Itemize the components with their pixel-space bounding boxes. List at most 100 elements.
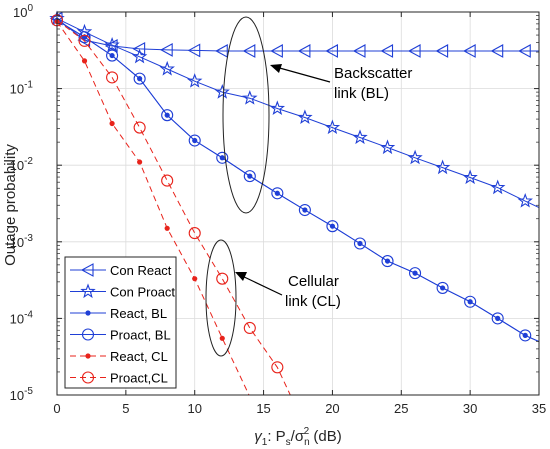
cellular-ellipse xyxy=(205,239,237,357)
legend-label: Con React xyxy=(110,263,172,278)
cellular-annotation-line2: link (CL) xyxy=(285,293,341,310)
data-point xyxy=(160,42,173,57)
data-point xyxy=(161,174,174,187)
data-point xyxy=(243,170,256,183)
data-point xyxy=(519,329,532,342)
data-point xyxy=(215,44,228,58)
x-tick-label: 10 xyxy=(187,401,201,416)
data-point xyxy=(78,34,91,47)
series-con-proact xyxy=(49,10,539,208)
data-point xyxy=(216,151,229,164)
data-point xyxy=(219,335,225,341)
data-point xyxy=(324,119,341,135)
y-tick-label: 10-3 xyxy=(10,233,34,250)
x-tick-label: 35 xyxy=(532,401,546,416)
legend-item: Con React xyxy=(70,263,172,278)
data-point xyxy=(407,149,423,165)
data-point xyxy=(242,90,258,105)
data-point xyxy=(380,44,394,58)
x-tick-label: 0 xyxy=(53,401,60,416)
series-con-react xyxy=(49,11,539,58)
legend-marker xyxy=(81,371,95,384)
series-line xyxy=(57,18,539,208)
data-point xyxy=(78,31,91,44)
backscatter-arrow-line xyxy=(275,66,331,83)
data-point xyxy=(81,58,88,64)
x-tick-label: 15 xyxy=(256,401,270,416)
legend-box xyxy=(64,256,177,389)
legend-label: Proact,CL xyxy=(110,371,168,386)
data-point xyxy=(109,120,115,127)
data-point xyxy=(270,44,283,58)
legend-item: Proact,CL xyxy=(70,371,168,386)
x-tick-label: 20 xyxy=(325,401,339,416)
data-point xyxy=(164,225,170,231)
legend: Con React Con Proact React, BL Proact, BL Re… xyxy=(64,256,177,389)
data-point xyxy=(214,83,230,99)
data-point xyxy=(159,60,175,76)
data-point xyxy=(434,159,451,175)
cellular-arrow-head xyxy=(235,272,247,281)
legend-marker xyxy=(85,310,91,316)
legend-marker xyxy=(80,263,94,277)
series-line xyxy=(57,19,539,342)
x-axis-label: γ1: Ps/σn2 (dB) xyxy=(254,426,341,448)
backscatter-ellipse xyxy=(222,16,270,214)
y-tick-label: 10-4 xyxy=(10,309,34,326)
data-point xyxy=(188,227,201,240)
legend-label: Proact, BL xyxy=(110,328,171,343)
legend-marker xyxy=(81,328,95,341)
legend-label: React, CL xyxy=(110,349,168,364)
legend-label: Con Proact xyxy=(110,285,175,300)
data-point xyxy=(462,169,478,185)
data-point xyxy=(188,134,201,147)
data-point xyxy=(517,193,533,208)
data-point xyxy=(131,48,148,64)
data-point xyxy=(161,109,174,122)
cellular-annotation-line1: Cellular xyxy=(288,273,339,290)
data-point xyxy=(379,139,396,155)
tick-marks xyxy=(56,11,540,396)
data-point xyxy=(192,276,198,282)
cellular-arrow-line xyxy=(239,274,283,296)
backscatter-annotation-line2: link (BL) xyxy=(334,85,389,102)
data-point xyxy=(489,179,506,195)
data-point xyxy=(490,44,504,58)
data-point xyxy=(187,43,201,58)
backscatter-arrow-head xyxy=(270,64,282,73)
data-point xyxy=(271,187,284,200)
y-tick-label: 10-2 xyxy=(10,156,34,173)
data-point xyxy=(435,44,449,58)
legend-item: Proact, BL xyxy=(70,328,171,343)
data-point xyxy=(352,129,368,145)
data-point xyxy=(243,321,256,335)
data-point xyxy=(297,109,313,124)
legend-item: React, CL xyxy=(70,349,168,364)
series-layer xyxy=(49,10,539,395)
x-tick-label: 5 xyxy=(122,401,129,416)
legend-items: Con React Con Proact React, BL Proact, BL Re… xyxy=(70,263,175,386)
x-tick-label: 30 xyxy=(463,401,477,416)
data-point xyxy=(325,44,338,58)
data-point xyxy=(216,272,229,285)
data-point xyxy=(298,203,311,217)
axes-box xyxy=(56,11,540,396)
data-point xyxy=(353,237,367,250)
data-point xyxy=(271,361,284,374)
data-point xyxy=(106,71,119,84)
data-point xyxy=(269,100,286,115)
data-point xyxy=(133,72,146,85)
data-point xyxy=(464,295,477,308)
data-point xyxy=(242,44,256,58)
data-point xyxy=(436,281,449,294)
legend-item: Con Proact xyxy=(70,283,175,300)
legend-marker xyxy=(80,283,96,299)
data-point xyxy=(409,267,422,280)
y-tick-label: 10-1 xyxy=(10,80,34,97)
y-tick-label: 100 xyxy=(13,3,33,20)
data-point xyxy=(106,49,119,62)
data-point xyxy=(352,44,366,58)
backscatter-annotation-line1: Backscatter xyxy=(334,65,412,82)
data-point xyxy=(186,73,203,88)
data-point xyxy=(381,255,394,268)
